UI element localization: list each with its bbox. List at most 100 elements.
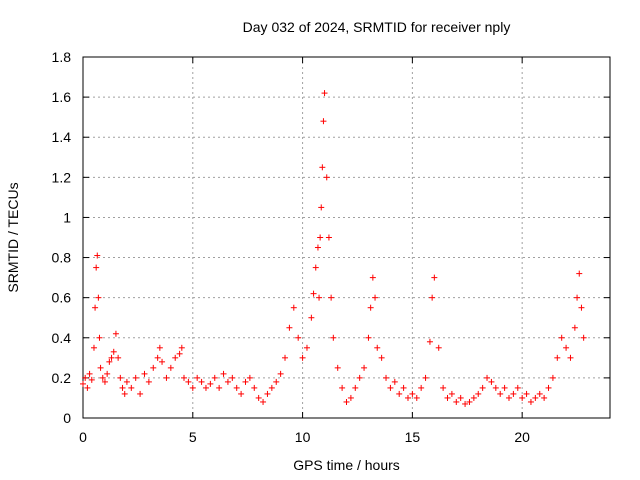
data-point (216, 384, 223, 391)
data-point (233, 384, 240, 391)
data-point (86, 370, 93, 377)
data-point (123, 378, 130, 385)
data-point (413, 394, 420, 401)
data-point (312, 264, 319, 271)
data-series-nply (80, 90, 587, 407)
x-tick-label: 15 (405, 429, 421, 445)
data-point (211, 374, 218, 381)
data-point (224, 378, 231, 385)
data-point (356, 374, 363, 381)
data-point (484, 374, 491, 381)
data-point (202, 384, 209, 391)
data-point (549, 374, 556, 381)
data-point (429, 294, 436, 301)
data-point (178, 344, 185, 351)
data-point (488, 378, 495, 385)
data-point (137, 390, 144, 397)
data-point (251, 384, 258, 391)
y-tick-label: 1.2 (52, 169, 72, 185)
data-point (523, 390, 530, 397)
data-point (246, 374, 253, 381)
data-point (404, 394, 411, 401)
data-point (112, 330, 119, 337)
data-point (470, 394, 477, 401)
chart-title: Day 032 of 2024, SRMTID for receiver npl… (243, 19, 511, 35)
data-point (172, 354, 179, 361)
data-point (299, 354, 306, 361)
data-point (435, 344, 442, 351)
data-point (145, 378, 152, 385)
data-point (545, 384, 552, 391)
data-point (260, 398, 267, 405)
data-point (541, 394, 548, 401)
data-point (94, 252, 101, 259)
data-point (273, 378, 280, 385)
data-point (282, 354, 289, 361)
data-point (96, 334, 103, 341)
data-point (176, 350, 183, 357)
data-point (320, 118, 327, 125)
data-point (418, 384, 425, 391)
data-point (492, 384, 499, 391)
data-point (367, 304, 374, 311)
data-point (527, 398, 534, 405)
data-point (132, 374, 139, 381)
data-point (440, 384, 447, 391)
data-point (330, 334, 337, 341)
data-point (154, 354, 161, 361)
data-point (90, 344, 97, 351)
y-tick-label: 0.8 (52, 250, 72, 266)
data-point (479, 384, 486, 391)
data-point (117, 374, 124, 381)
data-point (567, 354, 574, 361)
y-tick-label: 0.6 (52, 290, 72, 306)
data-point (514, 384, 521, 391)
data-point (220, 370, 227, 377)
data-point (372, 294, 379, 301)
data-point (308, 314, 315, 321)
data-point (334, 364, 341, 371)
data-point (141, 370, 148, 377)
data-point (317, 234, 324, 241)
data-point (106, 358, 113, 365)
data-point (321, 90, 328, 97)
data-point (255, 394, 262, 401)
y-tick-label: 1.4 (52, 129, 72, 145)
data-point (352, 384, 359, 391)
data-point (295, 334, 302, 341)
data-point (167, 364, 174, 371)
data-point (536, 390, 543, 397)
data-point (108, 354, 115, 361)
data-point (318, 204, 325, 211)
data-point (387, 384, 394, 391)
data-point (501, 384, 508, 391)
y-tick-label: 0.2 (52, 370, 72, 386)
data-point (378, 354, 385, 361)
data-point (115, 354, 122, 361)
data-point (88, 376, 95, 383)
data-point (119, 384, 126, 391)
data-point (159, 358, 166, 365)
data-point (207, 380, 214, 387)
data-point (563, 344, 570, 351)
data-point (325, 234, 332, 241)
data-point (80, 380, 86, 387)
data-point (99, 374, 106, 381)
data-point (189, 384, 196, 391)
data-point (101, 378, 108, 385)
y-tick-label: 1.8 (52, 49, 72, 65)
data-point (268, 384, 275, 391)
data-point (453, 398, 460, 405)
data-point (505, 394, 512, 401)
axis-ticks: 0 0.2 0.4 0.6 0.8 1 1.2 1.4 1.6 1.8 0 5 10 15 20 (52, 49, 610, 445)
y-tick-label: 1.6 (52, 89, 72, 105)
data-point (396, 390, 403, 397)
data-point (181, 374, 188, 381)
data-point (229, 374, 236, 381)
y-tick-label: 1 (63, 209, 71, 225)
data-point (444, 394, 451, 401)
data-point (519, 394, 526, 401)
data-point (578, 304, 585, 311)
data-point (361, 364, 368, 371)
